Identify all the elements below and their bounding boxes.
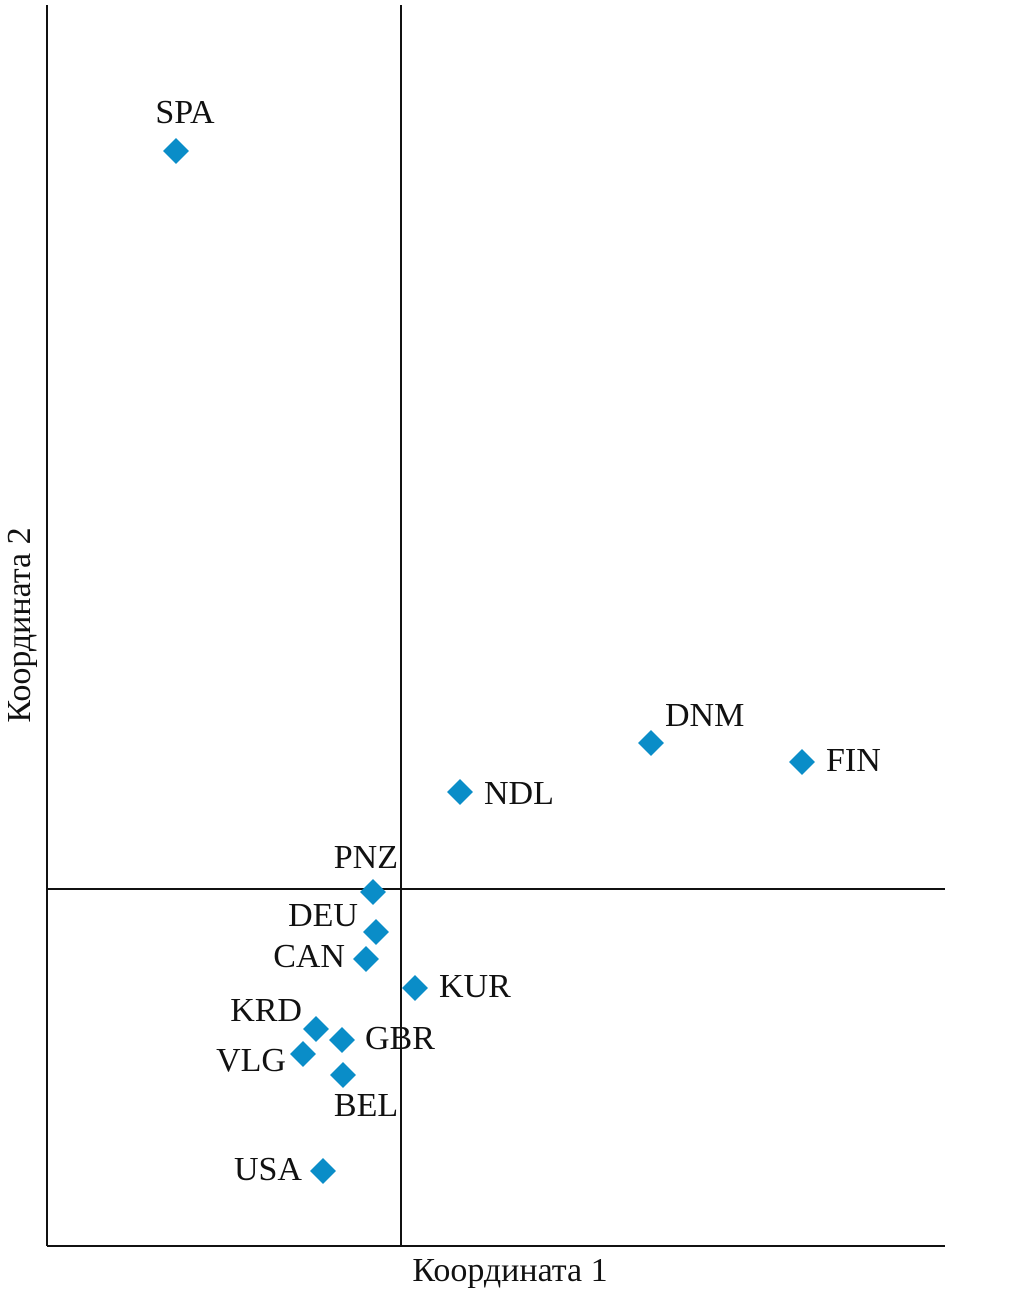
- point: [789, 749, 815, 775]
- point-label: PNZ: [334, 839, 398, 876]
- point-label: BEL: [334, 1087, 398, 1124]
- point: [330, 1062, 356, 1088]
- point: [447, 779, 473, 805]
- point-label: FIN: [826, 742, 881, 779]
- point: [353, 946, 379, 972]
- point: [363, 919, 389, 945]
- point: [310, 1158, 336, 1184]
- y-axis-label: Координата 2: [1, 527, 38, 722]
- point: [360, 879, 386, 905]
- point: [290, 1041, 316, 1067]
- x-axis-label: Координата 1: [412, 1252, 607, 1289]
- point-label: KUR: [439, 968, 511, 1005]
- point-label: GBR: [365, 1020, 435, 1057]
- point: [303, 1016, 329, 1042]
- point: [402, 975, 428, 1001]
- point-label: CAN: [273, 938, 345, 975]
- point-label: SPA: [155, 94, 215, 131]
- point-label: VLG: [216, 1042, 286, 1079]
- point: [163, 138, 189, 164]
- point: [638, 730, 664, 756]
- point-label: KRD: [230, 992, 302, 1029]
- point-label: DNM: [665, 697, 744, 734]
- point-label: DEU: [288, 897, 358, 934]
- point: [329, 1027, 355, 1053]
- point-label: USA: [234, 1151, 302, 1188]
- point-label: NDL: [484, 775, 554, 812]
